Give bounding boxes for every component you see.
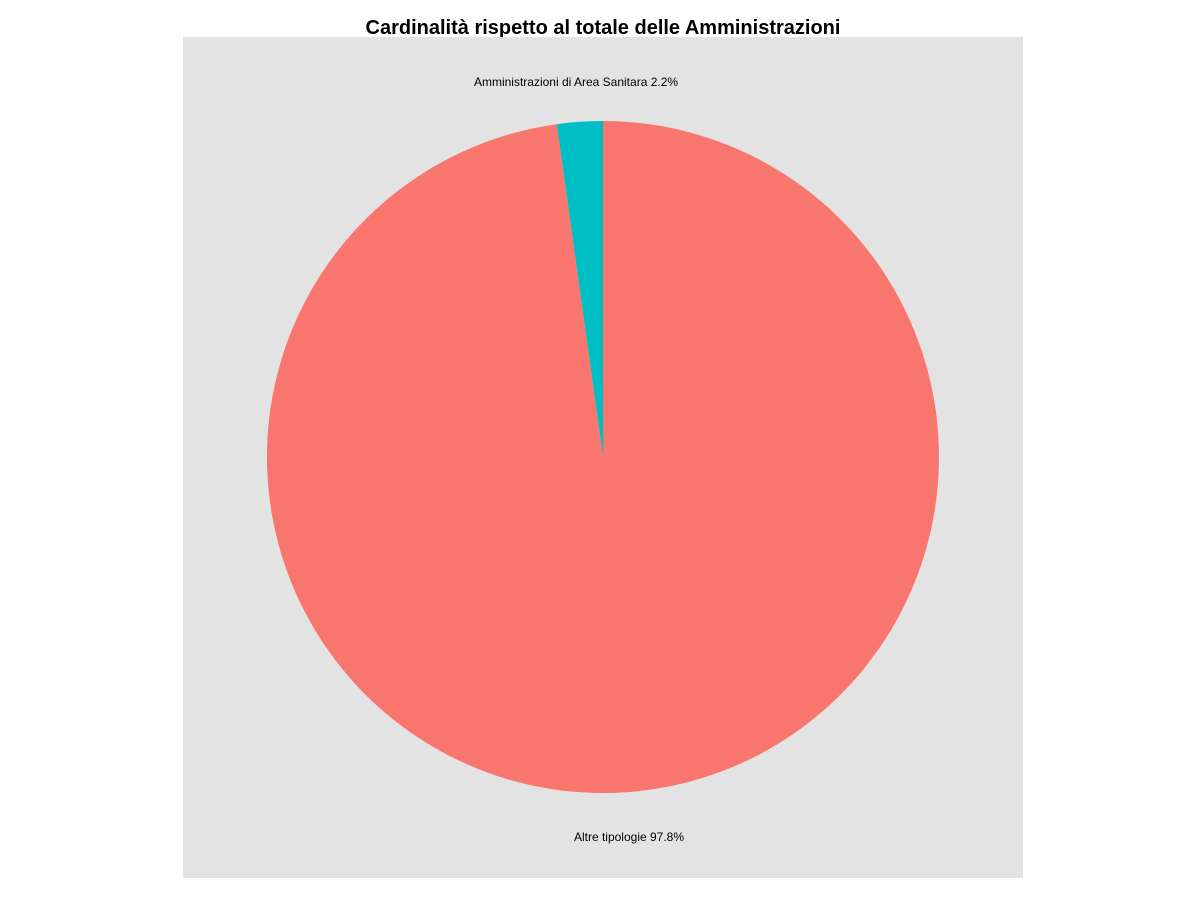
pie-slice-1 <box>266 121 939 794</box>
slice-label-altre-tipologie: Altre tipologie 97.8% <box>574 830 684 844</box>
chart-title: Cardinalità rispetto al totale delle Amm… <box>366 17 841 39</box>
pie-slices <box>266 120 939 794</box>
slice-label-area-sanitaria: Amministrazioni di Area Sanitara 2.2% <box>474 75 678 89</box>
pie-slice-0 <box>556 120 603 457</box>
